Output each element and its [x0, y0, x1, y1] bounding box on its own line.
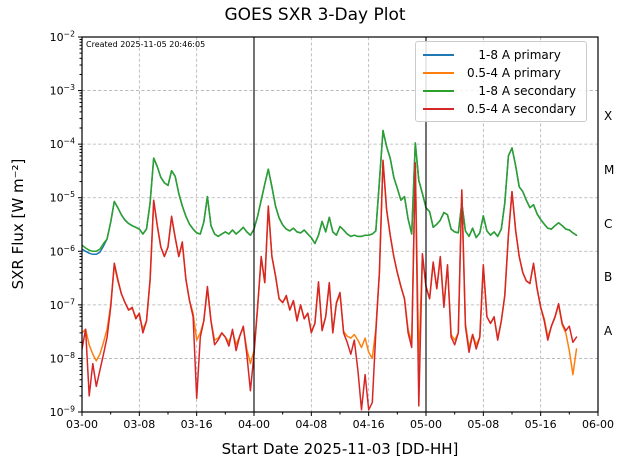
svg-text:04-08: 04-08	[295, 418, 327, 431]
flare-class-label-M: M	[604, 162, 615, 177]
legend-line-swatch	[423, 53, 454, 57]
legend-label: 1-8 A secondary	[478, 84, 577, 98]
legend-entry-2: 1-8 A secondary	[416, 82, 586, 100]
legend-line-swatch	[423, 71, 454, 75]
svg-text:03-08: 03-08	[123, 418, 155, 431]
x-tick-labels: 03-00 03-08 03-16 04-00 04-08 04-16 05-00 05-08…	[66, 418, 614, 431]
y-tick-labels: 10−210−310−410−510−610−710−810−9	[50, 30, 75, 420]
svg-text:06-00: 06-00	[582, 418, 614, 431]
legend: 1-8 A primary 0.5-4 A primary 1-8 A second…	[415, 41, 587, 122]
x-axis-label: Start Date 2025-11-03 [DD-HH]	[221, 440, 459, 458]
created-timestamp: Created 2025-11-05 20:46:05	[86, 40, 206, 49]
flare-class-label-B: B	[604, 270, 613, 285]
legend-entry-0: 1-8 A primary	[416, 46, 586, 64]
legend-entry-3: 0.5-4 A secondary	[416, 100, 586, 118]
axis-ticks	[78, 36, 599, 416]
svg-text:05-08: 05-08	[467, 418, 499, 431]
y-axis-label: SXR Flux [W m⁻²]	[9, 158, 27, 290]
svg-text:04-16: 04-16	[353, 418, 385, 431]
svg-text:03-16: 03-16	[181, 418, 213, 431]
svg-text:04-00: 04-00	[238, 418, 270, 431]
legend-label: 1-8 A primary	[478, 48, 561, 62]
svg-text:05-16: 05-16	[525, 418, 557, 431]
series-3-line	[82, 159, 578, 411]
legend-line-swatch	[423, 89, 454, 93]
legend-label: 0.5-4 A secondary	[466, 102, 577, 116]
svg-text:05-00: 05-00	[410, 418, 442, 431]
legend-line-swatch	[423, 107, 454, 111]
svg-text:03-00: 03-00	[66, 418, 98, 431]
legend-entry-1: 0.5-4 A primary	[416, 64, 586, 82]
series-2-line	[82, 129, 578, 253]
legend-label: 0.5-4 A primary	[466, 66, 561, 80]
flare-class-label-X: X	[604, 109, 613, 124]
page-title: GOES SXR 3-Day Plot	[224, 5, 406, 25]
flare-class-label-A: A	[604, 323, 613, 338]
flare-class-label-C: C	[604, 216, 613, 231]
